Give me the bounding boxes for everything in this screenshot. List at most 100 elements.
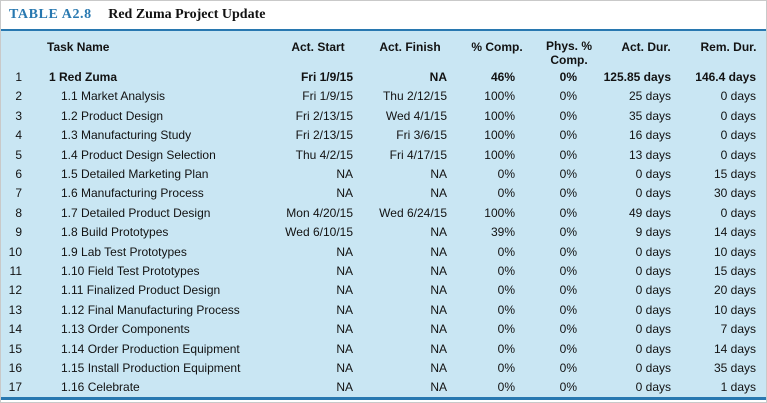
act-dur-cell: 0 days bbox=[635, 322, 671, 337]
act-start-cell: Wed 6/10/15 bbox=[285, 225, 353, 240]
act-start-cell: NA bbox=[336, 244, 353, 259]
pct-comp-cell: 0% bbox=[497, 264, 515, 278]
act-start-cell: NA bbox=[336, 302, 353, 317]
row-number: 8 bbox=[15, 205, 22, 220]
act-dur-cell: 16 days bbox=[628, 128, 671, 143]
act-finish-cell: NA bbox=[430, 341, 447, 356]
pct-comp-cell: 0% bbox=[497, 244, 515, 259]
table-number-label: TABLE A2.8 bbox=[9, 7, 92, 22]
phys-pct-comp-cell: 0% bbox=[559, 147, 577, 162]
row-number: 16 bbox=[8, 360, 22, 375]
pct-comp-cell: 0% bbox=[497, 167, 515, 182]
row-number-column-header bbox=[1, 31, 29, 68]
rem-dur-cell: 20 days bbox=[713, 283, 756, 298]
table-row: 16 1.15 Install Production Equipment NA NA 0… bbox=[1, 358, 766, 377]
pct-comp-cell: 0% bbox=[497, 322, 515, 337]
act-finish-cell: NA bbox=[430, 186, 447, 201]
pct-comp-cell: 100% bbox=[484, 108, 515, 123]
table-title-row: TABLE A2.8 Red Zuma Project Update bbox=[1, 1, 766, 29]
table-row: 14 1.13 Order Components NA NA 0% 0% 0 days 7 d… bbox=[1, 320, 766, 339]
act-finish-cell: NA bbox=[430, 264, 447, 278]
table-row: 2 1.1 Market Analysis Fri 1/9/15 Thu 2/12/1… bbox=[1, 87, 766, 106]
act-start-cell: NA bbox=[336, 186, 353, 201]
act-finish-cell: NA bbox=[430, 380, 447, 395]
pct-comp-cell: 0% bbox=[497, 283, 515, 298]
act-start-cell: Fri 1/9/15 bbox=[300, 70, 353, 85]
table-bottom-rule bbox=[1, 397, 766, 401]
project-table-area: Task Name Act. Start Act. Finish % Comp.… bbox=[1, 31, 766, 398]
pct-comp-cell: 0% bbox=[497, 341, 515, 356]
task-name-cell: 1.3 Manufacturing Study bbox=[61, 128, 192, 143]
col-header-act-finish: Act. Finish bbox=[379, 40, 441, 54]
table-row: 5 1.4 Product Design Selection Thu 4/2/15 F… bbox=[1, 145, 766, 164]
rem-dur-cell: 0 days bbox=[720, 89, 756, 104]
table-row: 6 1.5 Detailed Marketing Plan NA NA 0% 0% 0 da… bbox=[1, 165, 766, 184]
row-number: 10 bbox=[8, 244, 22, 259]
col-header-act-start: Act. Start bbox=[291, 40, 345, 54]
table-row: 9 1.8 Build Prototypes Wed 6/10/15 NA 39% 0% 9… bbox=[1, 223, 766, 242]
pct-comp-cell: 100% bbox=[484, 89, 515, 104]
act-finish-cell: NA bbox=[430, 360, 447, 375]
phys-pct-comp-cell: 0% bbox=[559, 264, 577, 278]
act-start-cell: NA bbox=[336, 380, 353, 395]
act-dur-cell: 0 days bbox=[635, 244, 671, 259]
act-dur-cell: 0 days bbox=[635, 167, 671, 182]
row-number: 6 bbox=[15, 167, 22, 182]
row-number: 2 bbox=[15, 89, 22, 104]
act-start-cell: NA bbox=[336, 264, 353, 278]
table-row: 12 1.11 Finalized Product Design NA NA 0% 0% 0… bbox=[1, 281, 766, 300]
row-number: 13 bbox=[8, 302, 22, 317]
rem-dur-cell: 14 days bbox=[713, 225, 756, 240]
act-dur-cell: 9 days bbox=[635, 225, 671, 240]
phys-pct-comp-cell: 0% bbox=[559, 186, 577, 201]
act-start-cell: NA bbox=[336, 341, 353, 356]
pct-comp-cell: 100% bbox=[484, 128, 515, 143]
task-name-cell: 1.4 Product Design Selection bbox=[61, 147, 216, 162]
act-dur-cell: 25 days bbox=[628, 89, 671, 104]
project-update-table: Task Name Act. Start Act. Finish % Comp.… bbox=[1, 31, 766, 397]
pct-comp-cell: 100% bbox=[484, 147, 515, 162]
act-dur-cell: 0 days bbox=[635, 302, 671, 317]
act-finish-cell: Wed 6/24/15 bbox=[379, 205, 447, 220]
table-row: 17 1.16 Celebrate NA NA 0% 0% 0 days 1 days bbox=[1, 378, 766, 397]
act-finish-cell: Fri 3/6/15 bbox=[396, 128, 447, 143]
task-name-cell: 1.13 Order Components bbox=[61, 322, 190, 337]
row-number: 7 bbox=[15, 186, 22, 201]
act-start-cell: Fri 2/13/15 bbox=[295, 128, 353, 143]
phys-pct-comp-cell: 0% bbox=[559, 341, 577, 356]
table-row: 11 1.10 Field Test Prototypes NA NA 0% 0% 0 da… bbox=[1, 262, 766, 281]
act-start-cell: Fri 1/9/15 bbox=[302, 89, 353, 104]
phys-pct-comp-cell: 0% bbox=[559, 380, 577, 395]
phys-pct-comp-cell: 0% bbox=[559, 128, 577, 143]
row-number: 3 bbox=[15, 108, 22, 123]
table-row: 8 1.7 Detailed Product Design Mon 4/20/15 W… bbox=[1, 203, 766, 222]
row-number: 14 bbox=[8, 322, 22, 337]
pct-comp-cell: 100% bbox=[484, 205, 515, 220]
phys-pct-comp-cell: 0% bbox=[559, 108, 577, 123]
phys-pct-comp-cell: 0% bbox=[559, 302, 577, 317]
col-header-phys-pct-comp: Phys. % Comp. bbox=[545, 39, 593, 67]
act-dur-cell: 35 days bbox=[628, 108, 671, 123]
rem-dur-cell: 35 days bbox=[713, 360, 756, 375]
task-name-cell: 1.10 Field Test Prototypes bbox=[61, 264, 200, 278]
act-finish-cell: Fri 4/17/15 bbox=[389, 147, 447, 162]
phys-pct-comp-cell: 0% bbox=[559, 225, 577, 240]
row-number: 5 bbox=[15, 147, 22, 162]
phys-pct-comp-cell: 0% bbox=[559, 244, 577, 259]
col-header-pct-comp: % Comp. bbox=[471, 40, 523, 54]
act-dur-cell: 0 days bbox=[635, 360, 671, 375]
table-row: 10 1.9 Lab Test Prototypes NA NA 0% 0% 0 days 1… bbox=[1, 242, 766, 261]
rem-dur-cell: 0 days bbox=[720, 128, 756, 143]
act-dur-cell: 0 days bbox=[635, 283, 671, 298]
task-name-cell: 1 Red Zuma bbox=[49, 70, 118, 85]
act-start-cell: Thu 4/2/15 bbox=[295, 147, 353, 162]
act-finish-cell: Thu 2/12/15 bbox=[382, 89, 447, 104]
act-finish-cell: NA bbox=[430, 225, 447, 240]
pct-comp-cell: 0% bbox=[497, 302, 515, 317]
act-start-cell: NA bbox=[336, 360, 353, 375]
act-dur-cell: 0 days bbox=[635, 341, 671, 356]
row-number: 1 bbox=[15, 70, 22, 85]
header-row: Task Name Act. Start Act. Finish % Comp.… bbox=[1, 31, 766, 68]
phys-pct-comp-cell: 0% bbox=[559, 360, 577, 375]
